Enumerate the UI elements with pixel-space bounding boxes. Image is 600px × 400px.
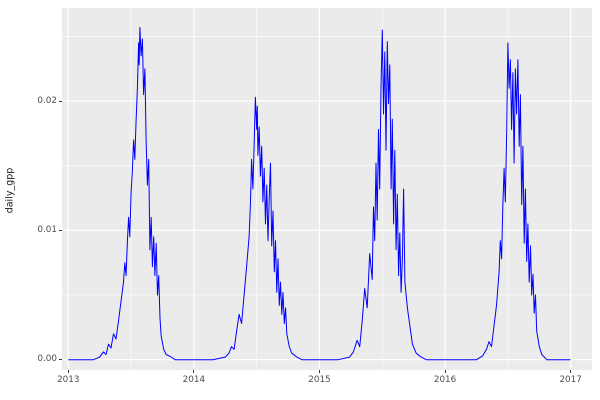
y-tick-mark bbox=[59, 359, 62, 361]
y-axis-title: daily_gpp bbox=[4, 167, 16, 214]
x-tick-mark bbox=[318, 370, 320, 373]
x-tick-mark bbox=[444, 370, 446, 373]
y-tick-label: 0.01 bbox=[37, 224, 57, 235]
y-tick-mark bbox=[59, 229, 62, 231]
y-tick-label: 0.00 bbox=[37, 354, 57, 365]
x-tick-label: 2014 bbox=[182, 375, 206, 385]
x-tick-label: 2013 bbox=[57, 375, 80, 385]
x-tick-label: 2017 bbox=[559, 375, 582, 385]
x-tick-mark bbox=[67, 370, 69, 373]
gpp-line-series bbox=[68, 26, 571, 361]
x-tick-mark bbox=[570, 370, 572, 373]
x-tick-label: 2016 bbox=[433, 375, 457, 385]
y-tick-label: 0.02 bbox=[37, 95, 57, 106]
x-tick-mark bbox=[193, 370, 195, 373]
plot-svg bbox=[62, 8, 592, 370]
x-tick-label: 2015 bbox=[308, 375, 331, 385]
y-tick-mark bbox=[59, 100, 62, 102]
plot-panel bbox=[62, 8, 592, 370]
